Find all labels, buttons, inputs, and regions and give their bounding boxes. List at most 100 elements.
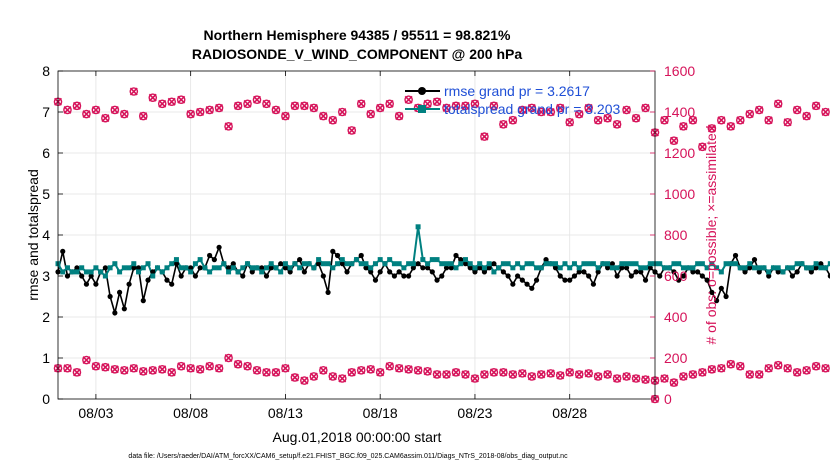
totalspread-point (718, 269, 724, 275)
obs-possible-marker (366, 109, 376, 119)
rmse-point (647, 265, 653, 271)
rmse-point (467, 265, 473, 271)
rmse-point (410, 265, 416, 271)
rmse-point (543, 257, 549, 263)
obs-possible-marker (394, 363, 404, 373)
rmse-point (83, 281, 90, 287)
rmse-point (225, 265, 232, 271)
obs-assimilated-marker (148, 366, 157, 375)
totalspread-point (377, 257, 383, 263)
totalspread-point (306, 261, 312, 267)
obs-possible-marker (186, 363, 195, 373)
rmse-point (230, 261, 236, 267)
obs-possible-marker (91, 105, 101, 115)
obs-assimilated-marker (215, 103, 224, 112)
totalspread-point (439, 261, 445, 267)
obs-possible-marker (698, 142, 707, 152)
obs-possible-marker (536, 370, 546, 379)
rmse-point (74, 265, 80, 271)
rmse-point (377, 269, 383, 275)
totalspread-point (590, 261, 596, 267)
obs-possible-marker (120, 109, 129, 119)
rmse-point (472, 269, 478, 275)
obs-possible-marker (148, 365, 158, 375)
rmse-point (64, 273, 71, 279)
totalspread-point (453, 265, 459, 271)
obs-assimilated-marker (129, 87, 138, 96)
obs-assimilated-marker (101, 363, 110, 372)
obs-assimilated-marker (603, 370, 612, 379)
obs-assimilated-marker (461, 370, 470, 379)
rmse-point (344, 269, 350, 275)
obs-assimilated-marker (243, 362, 252, 371)
rmse-point (415, 261, 421, 267)
totalspread-point (505, 261, 511, 267)
totalspread-point (131, 261, 137, 267)
obs-assimilated-marker (101, 114, 110, 123)
obs-possible-marker (679, 122, 688, 131)
obs-possible-marker (176, 361, 186, 371)
obs-assimilated-marker (669, 378, 678, 387)
totalspread-point (638, 265, 644, 271)
obs-possible-marker (792, 368, 802, 377)
obs-possible-marker (527, 103, 537, 113)
rmse-point (813, 265, 819, 271)
rmse-point (263, 273, 270, 279)
obs-assimilated-marker (366, 110, 375, 119)
obs-possible-marker (707, 364, 717, 374)
totalspread-point (794, 261, 800, 267)
obs-possible-marker (735, 361, 745, 371)
rmse-point (586, 273, 592, 279)
obs-assimilated-marker (158, 365, 167, 374)
obs-possible-marker (641, 103, 650, 113)
obs-assimilated-marker (736, 116, 745, 125)
obs-assimilated-marker (442, 370, 451, 379)
rmse-point (301, 269, 307, 275)
obs-assimilated-marker (783, 118, 792, 127)
rmse-point (325, 289, 331, 295)
totalspread-point (188, 269, 194, 275)
rmse-point (481, 269, 488, 275)
totalspread-point (335, 261, 341, 267)
obs-assimilated-marker (205, 105, 214, 114)
obs-assimilated-marker (442, 103, 451, 112)
totalspread-point (737, 265, 743, 271)
x-axis-label: Aug.01,2018 00:00:00 start (273, 429, 442, 445)
totalspread-point (102, 273, 108, 279)
rmse-point (576, 269, 582, 275)
obs-possible-marker (773, 360, 783, 370)
rmse-point (638, 269, 644, 275)
totalspread-point (747, 261, 753, 267)
totalspread-point (159, 269, 165, 275)
rmse-point (623, 265, 630, 271)
obs-possible-marker (603, 113, 612, 123)
obs-assimilated-marker (224, 354, 233, 362)
obs-possible-marker (764, 363, 774, 373)
obs-possible-marker (252, 95, 262, 104)
x-tick-label: 08/08 (173, 405, 208, 421)
obs-possible-marker (518, 369, 527, 378)
obs-assimilated-marker (575, 110, 584, 119)
obs-possible-marker (290, 101, 300, 111)
totalspread-point (477, 261, 483, 267)
obs-assimilated-marker (385, 362, 394, 371)
obs-possible-marker (669, 136, 679, 145)
obs-assimilated-marker (376, 368, 385, 377)
obs-possible-marker (243, 99, 252, 109)
obs-possible-marker (565, 117, 575, 127)
totalspread-point (510, 265, 516, 271)
rmse-point (723, 293, 729, 300)
obs-possible-marker (63, 363, 72, 373)
obs-assimilated-marker (660, 374, 669, 383)
obs-assimilated-marker (632, 374, 641, 383)
obs-possible-marker (773, 99, 783, 109)
rmse-point (79, 273, 85, 279)
obs-possible-marker (319, 111, 328, 121)
obs-assimilated-marker (82, 356, 91, 365)
totalspread-point (524, 261, 530, 267)
obs-possible-marker (461, 370, 470, 379)
rmse-point (424, 265, 431, 271)
y-right-tick-label: 0 (664, 391, 672, 407)
obs-possible-marker (669, 378, 679, 387)
obs-assimilated-marker (565, 368, 574, 377)
